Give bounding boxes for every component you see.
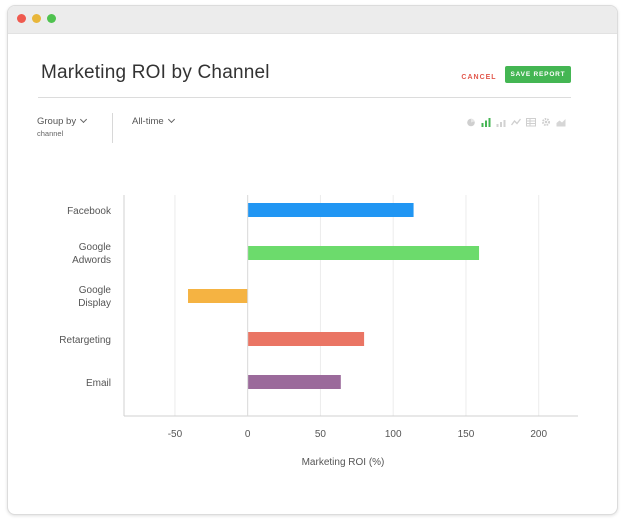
chart-type-toolbar — [466, 117, 566, 129]
page-title: Marketing ROI by Channel — [41, 62, 270, 83]
bar — [247, 203, 414, 217]
x-tick-label: 100 — [385, 429, 402, 440]
x-tick-label: 150 — [458, 429, 475, 440]
y-category-label: Facebook — [67, 206, 112, 217]
app-window — [7, 5, 618, 515]
zoom-window-button[interactable] — [47, 14, 56, 23]
x-axis-title: Marketing ROI (%) — [302, 457, 385, 468]
gear-icon[interactable] — [541, 117, 551, 127]
y-category-label: Google — [79, 285, 112, 296]
bar — [247, 246, 480, 260]
save-report-button[interactable]: SAVE REPORT — [505, 66, 571, 83]
x-tick-label: 50 — [315, 429, 327, 440]
chart-gridlines — [174, 195, 540, 416]
table-icon[interactable] — [526, 117, 536, 127]
bar — [247, 332, 365, 346]
y-category-label: Google — [79, 242, 112, 253]
pie-chart-icon[interactable] — [466, 117, 476, 127]
group-by-dropdown[interactable]: Group by — [37, 115, 88, 127]
cancel-button[interactable]: CANCEL — [461, 74, 497, 81]
chart-axes — [123, 195, 578, 417]
group-by-label: Group by — [37, 116, 77, 127]
y-category-label: Email — [86, 378, 111, 389]
close-window-button[interactable] — [17, 14, 26, 23]
column-chart-icon[interactable] — [496, 117, 506, 127]
line-chart-icon[interactable] — [511, 117, 521, 127]
time-range-dropdown[interactable]: All-time — [132, 115, 175, 127]
bar-chart-icon[interactable] — [481, 117, 491, 127]
group-by-value: channel — [37, 129, 64, 138]
y-category-label: Adwords — [72, 255, 111, 266]
minimize-window-button[interactable] — [32, 14, 41, 23]
bar — [247, 375, 341, 389]
chart-bars — [188, 203, 480, 389]
chart-labels: -50 0 50 100 150 200 Facebook Google Adwords Goog… — [59, 206, 547, 440]
x-tick-label: 200 — [530, 429, 547, 440]
time-range-label: All-time — [132, 116, 164, 127]
x-tick-label: -50 — [168, 429, 183, 440]
bar — [188, 289, 248, 303]
y-category-label: Retargeting — [59, 335, 111, 346]
header-divider — [38, 97, 571, 98]
title-bar — [8, 6, 617, 34]
y-category-label: Display — [78, 298, 111, 309]
filter-divider — [112, 113, 113, 143]
area-chart-icon[interactable] — [556, 117, 566, 127]
x-tick-label: 0 — [245, 429, 251, 440]
